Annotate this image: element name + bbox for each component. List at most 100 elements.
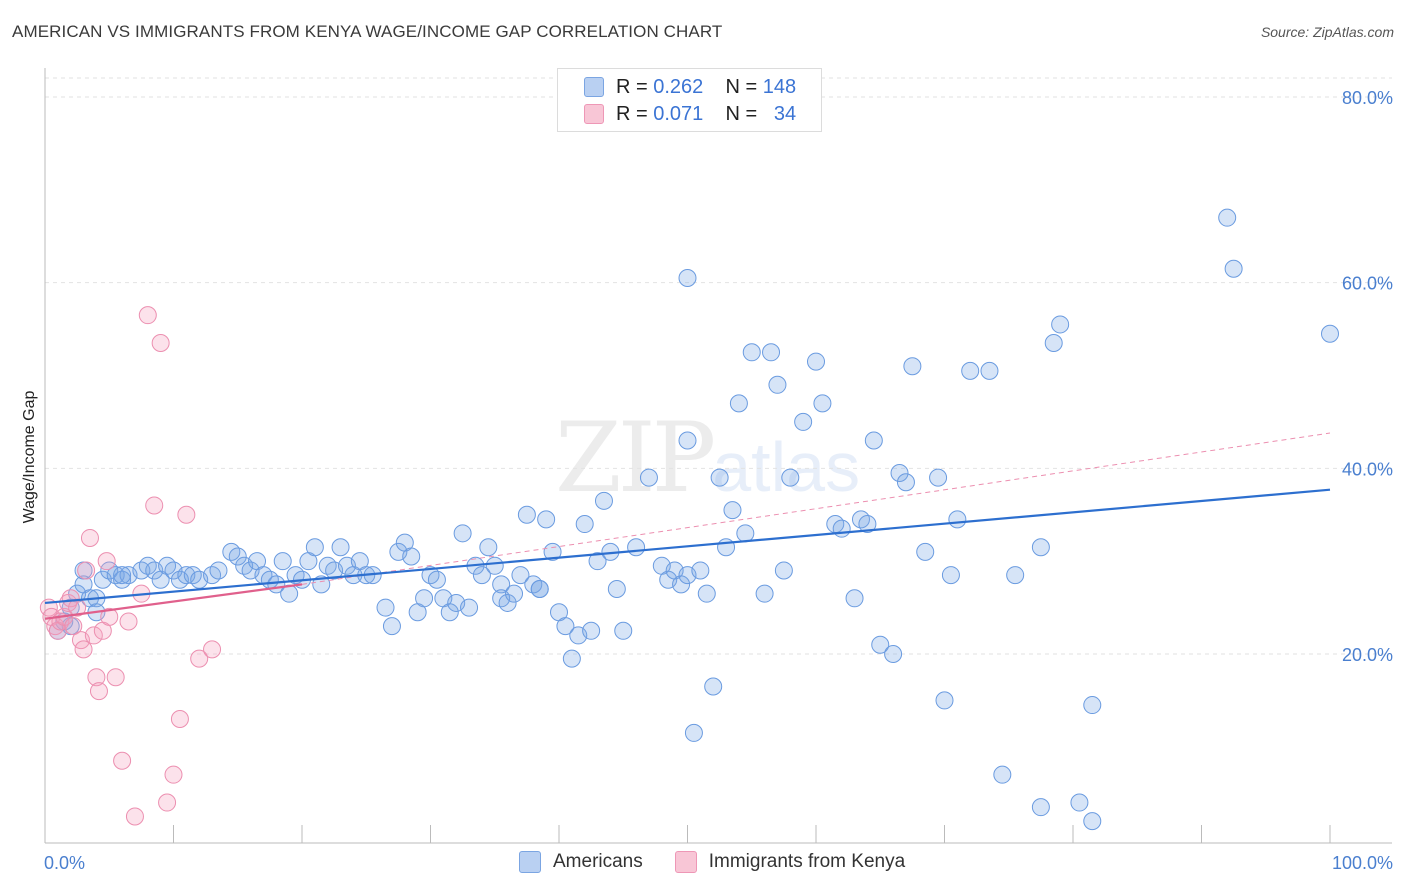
legend-item-kenya[interactable]: Immigrants from Kenya xyxy=(674,851,906,873)
legend-r-value: 0.262 xyxy=(653,75,704,98)
americans-point xyxy=(305,538,324,557)
legend-swatch-americans xyxy=(584,77,604,97)
americans-point xyxy=(762,343,781,362)
source-label: Source: ZipAtlas.com xyxy=(1260,24,1394,40)
watermark: ZIPatlas xyxy=(555,402,860,514)
americans-point xyxy=(1083,812,1102,831)
legend-row-americans: R = 0.262 N = 148 xyxy=(584,75,796,99)
americans-point xyxy=(472,566,491,585)
americans-point xyxy=(209,561,228,580)
americans-point xyxy=(530,580,549,599)
legend-label-americans: Americans xyxy=(553,851,643,872)
americans-point xyxy=(929,468,948,487)
americans-point xyxy=(415,589,434,608)
americans-point xyxy=(594,491,613,510)
kenya-point xyxy=(138,306,157,325)
americans-point xyxy=(427,570,446,589)
chart-title: AMERICAN VS IMMIGRANTS FROM KENYA WAGE/I… xyxy=(12,22,723,41)
americans-point xyxy=(132,561,151,580)
kenya-point xyxy=(89,682,108,701)
americans-point xyxy=(1218,208,1237,227)
americans-point xyxy=(460,598,479,617)
americans-point xyxy=(113,570,132,589)
tick-labels: 20.0% 40.0% 60.0% 80.0% 0.0% 100.0% xyxy=(44,88,1393,873)
americans-point xyxy=(492,575,511,594)
trend-lines xyxy=(44,432,1331,620)
americans-point xyxy=(575,515,594,534)
kenya-point xyxy=(203,640,222,659)
americans-point xyxy=(723,501,742,520)
americans-point xyxy=(896,473,915,492)
americans-point xyxy=(485,556,504,575)
legend-n-label: N = xyxy=(725,75,758,98)
americans-point xyxy=(993,765,1012,784)
americans-point xyxy=(543,542,562,561)
y-tick-label: 20.0% xyxy=(1342,645,1393,665)
americans-point xyxy=(697,584,716,603)
americans-point xyxy=(729,394,748,413)
legend-swatch-kenya xyxy=(584,104,604,124)
watermark-zip: ZIP xyxy=(555,402,716,514)
legend-swatch-americans xyxy=(519,851,541,873)
americans-point xyxy=(562,649,581,668)
americans-point xyxy=(639,468,658,487)
americans-point xyxy=(672,575,691,594)
americans-point xyxy=(774,561,793,580)
americans-point xyxy=(158,556,177,575)
kenya-point xyxy=(77,561,96,580)
americans-point xyxy=(228,547,247,566)
americans-point xyxy=(1031,798,1050,817)
kenya-point xyxy=(113,751,132,770)
kenya-point xyxy=(151,334,170,353)
americans-point xyxy=(768,375,787,394)
legend-n-value: 34 xyxy=(773,102,797,125)
americans-point xyxy=(807,352,825,371)
americans-point xyxy=(222,542,241,561)
americans-point xyxy=(113,566,132,585)
series-legend: Americans Immigrants from Kenya xyxy=(519,851,937,873)
americans-point xyxy=(961,361,980,380)
americans-point xyxy=(614,621,633,640)
kenya-point xyxy=(59,593,78,612)
americans-point xyxy=(710,468,729,487)
americans-point xyxy=(537,510,556,529)
americans-point xyxy=(556,617,575,636)
americans-point xyxy=(588,552,607,571)
kenya-point xyxy=(80,528,99,547)
kenya-trend-extension xyxy=(301,432,1331,585)
americans-point xyxy=(890,463,909,482)
americans-trend-line xyxy=(44,488,1331,605)
americans-point xyxy=(813,394,832,413)
americans-point xyxy=(453,524,472,543)
americans-point xyxy=(331,538,350,557)
americans-point xyxy=(312,575,331,594)
kenya-point xyxy=(74,640,93,659)
x-tick-label: 0.0% xyxy=(44,853,85,873)
kenya-point xyxy=(177,505,196,524)
americans-point xyxy=(1083,696,1102,715)
y-tick-label: 60.0% xyxy=(1342,274,1393,294)
americans-point xyxy=(524,575,543,594)
kenya-point xyxy=(164,765,183,784)
legend-label-kenya: Immigrants from Kenya xyxy=(708,851,906,872)
americans-point xyxy=(517,505,536,524)
americans-point xyxy=(832,519,851,538)
kenya-trend-line xyxy=(44,583,303,620)
legend-item-americans[interactable]: Americans xyxy=(519,851,643,873)
series-americans xyxy=(48,208,1339,831)
legend-r-value: 0.071 xyxy=(653,102,704,125)
americans-point xyxy=(138,556,157,575)
americans-point xyxy=(382,617,401,636)
americans-point xyxy=(479,538,498,557)
americans-point xyxy=(1321,324,1339,343)
correlation-legend: R = 0.262 N = 148 R = 0.071 N = 34 xyxy=(557,68,822,132)
americans-point xyxy=(678,269,697,288)
americans-point xyxy=(376,598,395,617)
americans-point xyxy=(916,542,935,561)
kenya-point xyxy=(84,626,103,645)
axes xyxy=(44,68,1392,844)
americans-point xyxy=(203,566,222,585)
americans-point xyxy=(871,635,890,654)
legend-n-label: N = xyxy=(725,102,758,125)
